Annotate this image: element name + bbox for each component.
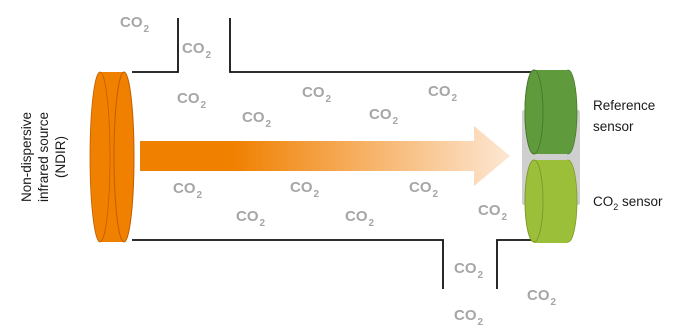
co2-sensor-front-rim: [524, 159, 544, 243]
ndir-source-label-line3: (NDIR): [53, 136, 68, 178]
co2-sensor-label-prefix: CO: [593, 194, 613, 209]
co2-molecule: CO2: [345, 208, 375, 229]
co2-molecule: CO2: [527, 287, 557, 308]
co2-molecule: CO2: [173, 180, 203, 201]
co2-molecule: CO2: [182, 40, 212, 61]
co2-molecule: CO2: [428, 83, 458, 104]
co2-molecule: CO2: [236, 208, 266, 229]
ndir-source-back-face: [89, 71, 111, 243]
co2-molecules: CO2 CO2 CO2 CO2 CO2 CO2 CO2 CO2 CO2 CO2 CO2 CO2 CO2 C…: [120, 14, 557, 328]
co2-molecule: CO2: [478, 202, 508, 223]
tube-bottom-wall-right: [496, 239, 548, 289]
co2-molecule: CO2: [369, 106, 399, 127]
co2-sensor-label-suffix: sensor: [618, 194, 663, 209]
co2-molecule: CO2: [177, 90, 207, 111]
reference-sensor-label-line1: Reference: [593, 98, 655, 113]
co2-molecule: CO2: [242, 109, 272, 130]
co2-molecule: CO2: [409, 179, 439, 200]
ndir-source-label-line1: Non-dispersive: [19, 112, 34, 202]
ndir-source-front-face: [113, 71, 135, 243]
ndir-source: [89, 71, 135, 243]
co2-molecule: CO2: [120, 14, 150, 35]
reference-sensor-front-rim: [524, 69, 544, 155]
co2-molecule: CO2: [302, 84, 332, 105]
ndir-source-label: Non-dispersive infrared source (NDIR): [19, 112, 68, 202]
reference-sensor-label-line2: sensor: [593, 119, 634, 134]
ndir-source-label-line2: infrared source: [36, 112, 51, 202]
infrared-beam-arrow: [140, 126, 510, 186]
tube-top-wall: [132, 18, 179, 73]
co2-molecule: CO2: [454, 260, 484, 281]
co2-molecule: CO2: [454, 307, 484, 328]
co2-sensor-label: CO2 sensor: [593, 194, 663, 212]
co2-sensor-label-subscript: 2: [613, 202, 618, 212]
tube-top-wall-right: [229, 18, 548, 73]
co2-sensor: [524, 159, 578, 243]
co2-molecule: CO2: [290, 179, 320, 200]
tube-bottom-wall: [132, 239, 444, 289]
reference-sensor: [524, 69, 578, 155]
